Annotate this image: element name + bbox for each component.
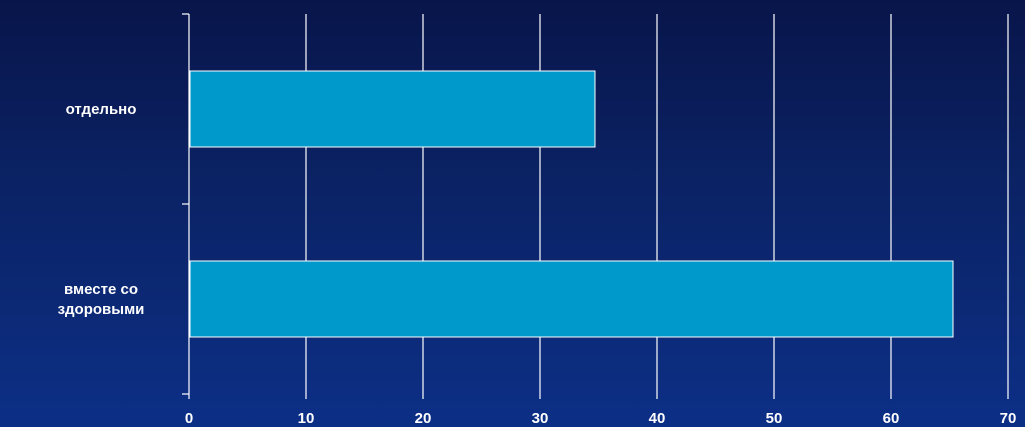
x-tick-label: 30 — [532, 410, 549, 427]
x-tick-label: 20 — [415, 410, 432, 427]
category-label: здоровыми — [58, 301, 145, 318]
category-label: вместе со — [64, 281, 138, 298]
category-label: отдельно — [66, 101, 137, 118]
x-tick-label: 70 — [1000, 410, 1017, 427]
x-tick-label: 40 — [649, 410, 666, 427]
bar — [189, 260, 954, 338]
x-tick-label: 50 — [766, 410, 783, 427]
x-tick-label: 0 — [185, 410, 193, 427]
bar — [189, 70, 596, 148]
x-tick-label: 10 — [298, 410, 315, 427]
x-tick-label: 60 — [883, 410, 900, 427]
